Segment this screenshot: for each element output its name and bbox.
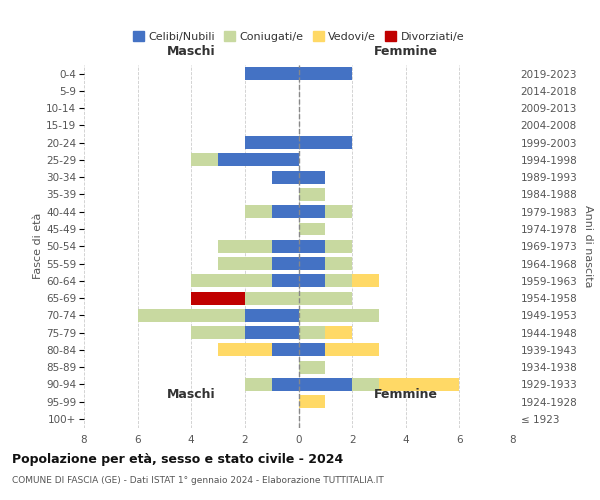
Bar [299, 309, 379, 322]
Bar [272, 206, 299, 218]
Text: Maschi: Maschi [167, 388, 215, 402]
Y-axis label: Fasce di età: Fasce di età [34, 213, 43, 280]
Bar [325, 344, 379, 356]
Y-axis label: Anni di nascita: Anni di nascita [583, 205, 593, 288]
Bar [352, 274, 379, 287]
Bar [218, 257, 272, 270]
Bar [299, 136, 352, 149]
Bar [299, 67, 352, 80]
Bar [272, 257, 299, 270]
Bar [218, 154, 299, 166]
Bar [299, 257, 325, 270]
Bar [299, 188, 325, 201]
Bar [299, 240, 325, 252]
Bar [272, 274, 299, 287]
Bar [272, 344, 299, 356]
Bar [299, 222, 325, 235]
Bar [325, 257, 352, 270]
Bar [218, 344, 272, 356]
Bar [299, 378, 352, 391]
Bar [299, 395, 325, 408]
Bar [299, 326, 325, 339]
Bar [245, 292, 299, 304]
Bar [299, 206, 325, 218]
Bar [299, 274, 325, 287]
Bar [325, 326, 352, 339]
Bar [191, 326, 245, 339]
Bar [272, 240, 299, 252]
Bar [379, 378, 460, 391]
Bar [191, 274, 272, 287]
Bar [272, 170, 299, 183]
Bar [245, 326, 299, 339]
Text: Maschi: Maschi [167, 45, 215, 58]
Bar [191, 292, 245, 304]
Bar [299, 360, 325, 374]
Bar [245, 136, 299, 149]
Bar [272, 378, 299, 391]
Bar [245, 378, 272, 391]
Legend: Celibi/Nubili, Coniugati/e, Vedovi/e, Divorziati/e: Celibi/Nubili, Coniugati/e, Vedovi/e, Di… [128, 27, 469, 46]
Bar [137, 309, 245, 322]
Bar [325, 240, 352, 252]
Bar [299, 170, 325, 183]
Bar [299, 292, 352, 304]
Bar [299, 344, 325, 356]
Text: COMUNE DI FASCIA (GE) - Dati ISTAT 1° gennaio 2024 - Elaborazione TUTTITALIA.IT: COMUNE DI FASCIA (GE) - Dati ISTAT 1° ge… [12, 476, 384, 485]
Text: Femmine: Femmine [374, 388, 438, 402]
Bar [245, 206, 272, 218]
Bar [325, 206, 352, 218]
Text: Femmine: Femmine [374, 45, 438, 58]
Bar [218, 240, 272, 252]
Text: Popolazione per età, sesso e stato civile - 2024: Popolazione per età, sesso e stato civil… [12, 452, 343, 466]
Bar [245, 67, 299, 80]
Bar [352, 378, 379, 391]
Bar [325, 274, 352, 287]
Bar [245, 309, 299, 322]
Bar [191, 154, 218, 166]
